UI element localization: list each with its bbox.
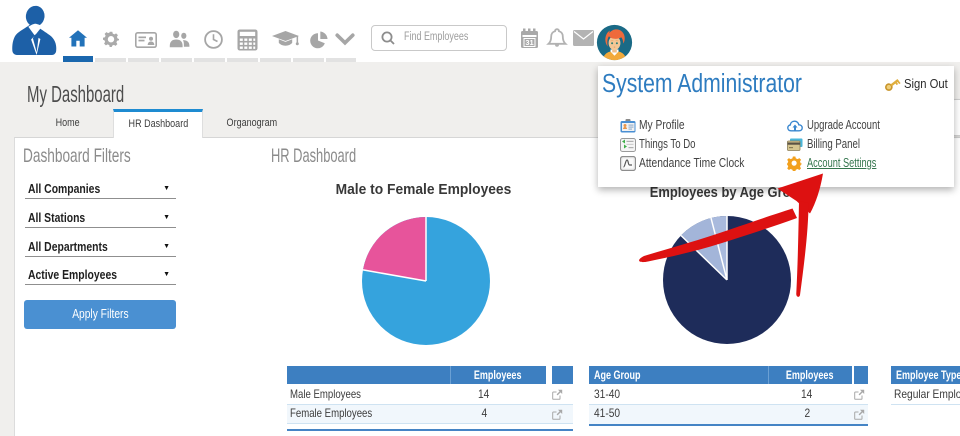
svg-text:31: 31 — [525, 38, 533, 47]
